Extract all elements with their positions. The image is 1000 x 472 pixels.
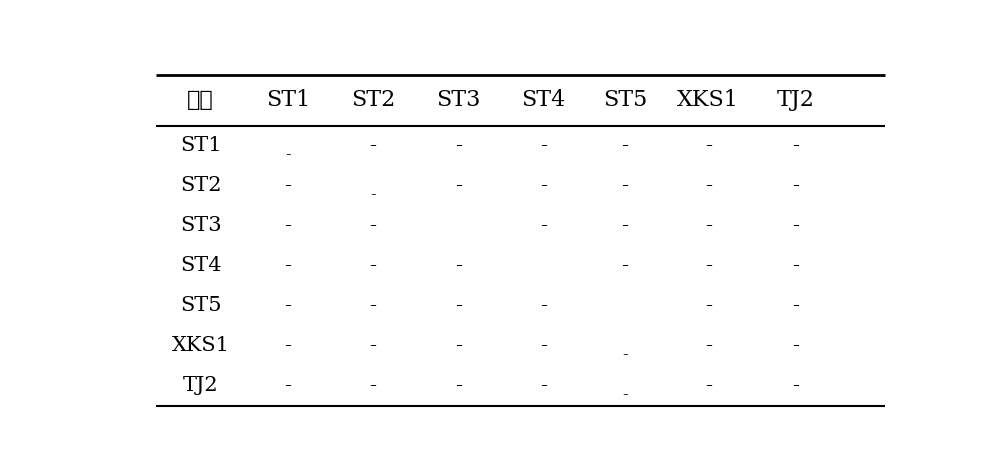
Text: -: -	[370, 376, 376, 395]
Text: -: -	[705, 336, 712, 355]
Text: TJ2: TJ2	[183, 376, 218, 395]
Text: -: -	[792, 176, 799, 195]
Text: -: -	[285, 146, 291, 163]
Text: -: -	[455, 176, 462, 195]
Text: -: -	[284, 256, 291, 275]
Text: 菌株: 菌株	[187, 89, 214, 111]
Text: -: -	[455, 136, 462, 155]
Text: -: -	[455, 296, 462, 315]
Text: -: -	[455, 256, 462, 275]
Text: -: -	[284, 376, 291, 395]
Text: XKS1: XKS1	[172, 336, 230, 355]
Text: -: -	[705, 176, 712, 195]
Text: -: -	[370, 186, 376, 203]
Text: -: -	[540, 136, 547, 155]
Text: -: -	[792, 376, 799, 395]
Text: -: -	[540, 376, 547, 395]
Text: -: -	[792, 216, 799, 235]
Text: -: -	[370, 336, 376, 355]
Text: ST2: ST2	[180, 176, 221, 195]
Text: -: -	[540, 216, 547, 235]
Text: -: -	[284, 176, 291, 195]
Text: ST2: ST2	[351, 89, 395, 111]
Text: -: -	[370, 136, 376, 155]
Text: -: -	[370, 296, 376, 315]
Text: -: -	[455, 376, 462, 395]
Text: -: -	[792, 256, 799, 275]
Text: ST3: ST3	[180, 216, 221, 235]
Text: -: -	[621, 136, 628, 155]
Text: -: -	[792, 296, 799, 315]
Text: ST4: ST4	[180, 256, 221, 275]
Text: ST5: ST5	[603, 89, 647, 111]
Text: -: -	[370, 256, 376, 275]
Text: -: -	[705, 376, 712, 395]
Text: -: -	[792, 336, 799, 355]
Text: -: -	[540, 336, 547, 355]
Text: -: -	[621, 256, 628, 275]
Text: ST3: ST3	[436, 89, 480, 111]
Text: -: -	[284, 336, 291, 355]
Text: -: -	[792, 136, 799, 155]
Text: ST5: ST5	[180, 296, 221, 315]
Text: -: -	[621, 216, 628, 235]
Text: ST1: ST1	[266, 89, 310, 111]
Text: XKS1: XKS1	[677, 89, 739, 111]
Text: -: -	[284, 296, 291, 315]
Text: TJ2: TJ2	[776, 89, 814, 111]
Text: -: -	[705, 256, 712, 275]
Text: -: -	[622, 346, 628, 363]
Text: -: -	[705, 296, 712, 315]
Text: -: -	[705, 136, 712, 155]
Text: ST4: ST4	[521, 89, 566, 111]
Text: -: -	[621, 176, 628, 195]
Text: -: -	[540, 176, 547, 195]
Text: -: -	[284, 216, 291, 235]
Text: -: -	[370, 216, 376, 235]
Text: -: -	[705, 216, 712, 235]
Text: -: -	[622, 386, 628, 403]
Text: -: -	[455, 336, 462, 355]
Text: -: -	[540, 296, 547, 315]
Text: ST1: ST1	[180, 136, 221, 155]
